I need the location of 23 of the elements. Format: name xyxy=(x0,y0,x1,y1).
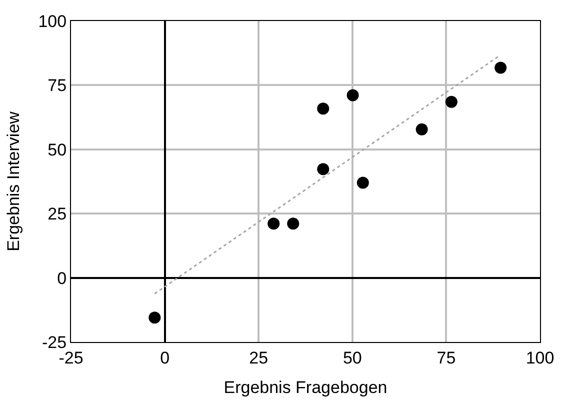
x-tick-label: 0 xyxy=(160,348,170,368)
point xyxy=(416,123,428,136)
y-axis-title: Ergebnis Interview xyxy=(4,110,23,252)
point xyxy=(317,163,330,176)
y-tick-label: 50 xyxy=(48,140,67,160)
point xyxy=(148,312,161,324)
point xyxy=(268,218,280,230)
y-tick-label: 0 xyxy=(57,268,67,288)
point xyxy=(287,218,300,230)
y-tick-label: -25 xyxy=(42,332,67,352)
point xyxy=(346,89,359,102)
point xyxy=(494,62,507,74)
point xyxy=(356,176,369,189)
x-tick-label: 25 xyxy=(249,348,268,368)
point xyxy=(445,96,458,108)
x-tick-label: 100 xyxy=(526,348,554,368)
y-tick-label: 100 xyxy=(38,12,67,31)
y-tick-label: 75 xyxy=(48,76,67,96)
x-axis-title: Ergebnis Fragebogen xyxy=(224,378,388,397)
y-tick-label: 25 xyxy=(48,204,67,224)
x-tick-label: 75 xyxy=(436,348,456,368)
x-tick-label: 50 xyxy=(342,348,362,368)
point xyxy=(317,102,330,115)
